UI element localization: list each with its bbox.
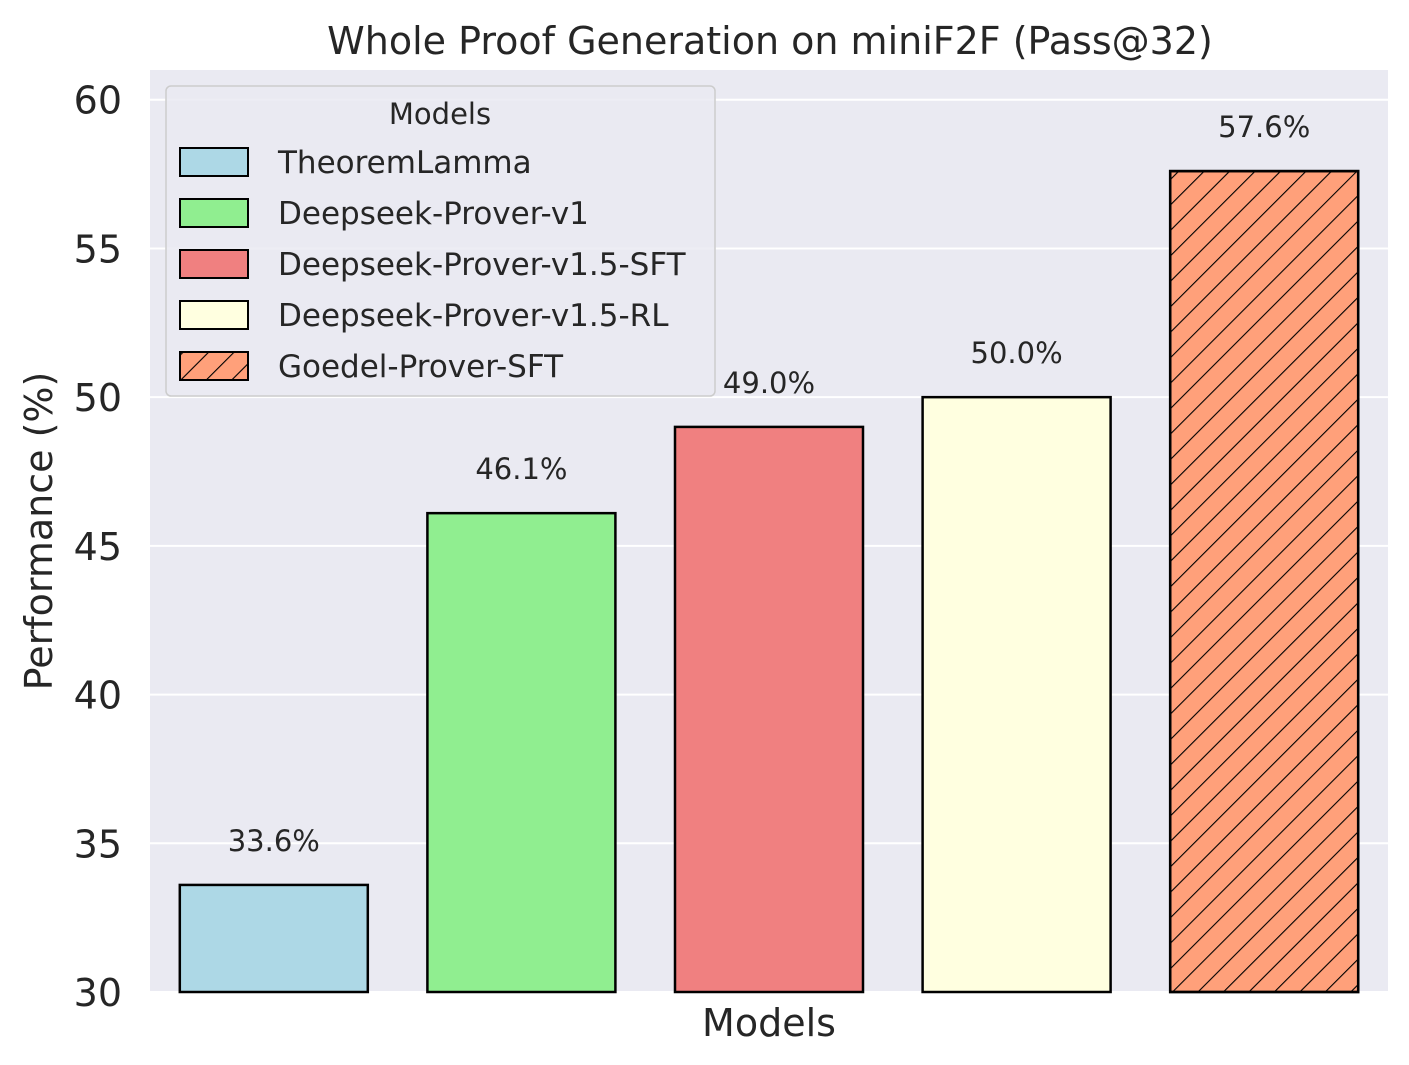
data-label: 46.1% — [475, 452, 567, 486]
chart-title: Whole Proof Generation on miniF2F (Pass@… — [327, 19, 1213, 63]
bar-hatch — [1168, 169, 1360, 994]
bar — [673, 425, 865, 994]
y-tick-label: 40 — [74, 674, 122, 718]
legend-swatch — [179, 198, 249, 228]
y-tick-label: 45 — [74, 525, 122, 569]
bar — [426, 511, 617, 994]
y-tick-label: 35 — [74, 822, 122, 866]
data-label: 57.6% — [1218, 110, 1310, 144]
data-labels: 33.6% 46.1% 49.0% 50.0% 57.6% — [228, 110, 1311, 858]
bar — [921, 395, 1112, 994]
legend-label: Goedel-Prover-SFT — [278, 349, 564, 385]
data-label: 33.6% — [228, 824, 320, 858]
legend-swatch — [179, 147, 249, 177]
bar — [178, 883, 370, 994]
x-axis-label: Models — [702, 1001, 836, 1045]
legend-swatch — [179, 249, 249, 279]
legend-label: Deepseek-Prover-v1.5-SFT — [278, 247, 687, 283]
data-label: 49.0% — [723, 366, 815, 400]
y-tick-label: 60 — [74, 79, 122, 123]
y-axis-label: Performance (%) — [17, 372, 61, 691]
legend-swatch — [179, 300, 249, 330]
y-tick-label: 50 — [74, 376, 122, 420]
legend-swatch-hatch — [179, 351, 249, 381]
y-tick-label: 30 — [74, 971, 122, 1015]
bars — [178, 169, 1360, 994]
legend-label: Deepseek-Prover-v1.5-RL — [278, 298, 669, 334]
legend-label: Deepseek-Prover-v1 — [278, 196, 589, 232]
legend: Models TheoremLamma Deepseek-Prover-v1 Dee… — [165, 85, 716, 397]
legend-title: Models — [389, 97, 491, 131]
data-label: 50.0% — [971, 336, 1063, 370]
legend-box — [165, 85, 716, 397]
legend-label: TheoremLamma — [277, 145, 532, 181]
y-tick-label: 55 — [74, 227, 122, 271]
y-axis-ticks: 30 35 40 45 50 55 60 — [74, 79, 122, 1015]
